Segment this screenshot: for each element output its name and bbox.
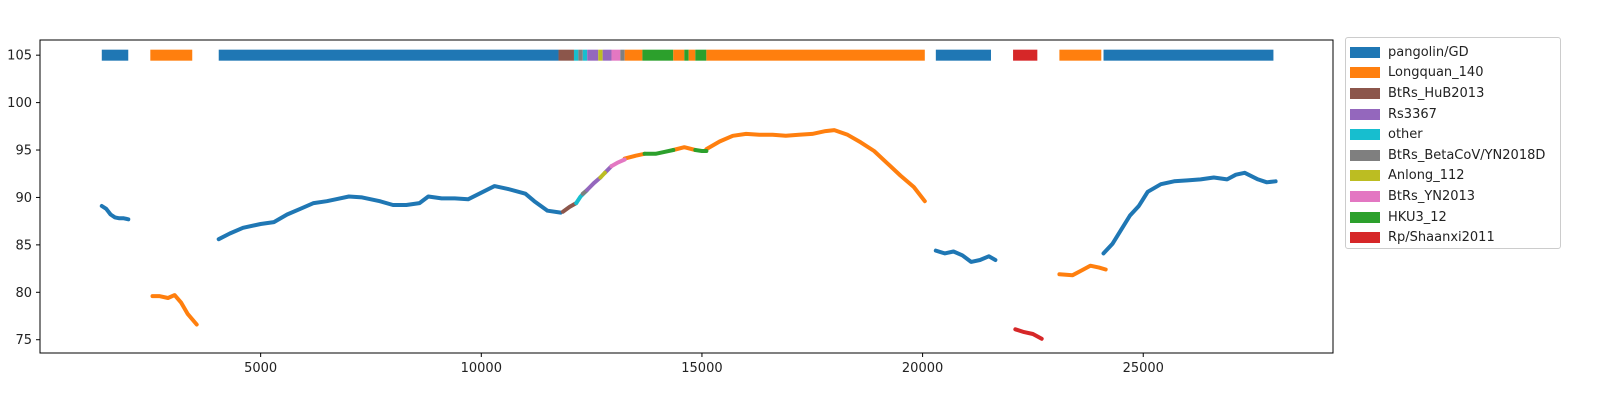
bar-segment <box>573 49 579 61</box>
legend-item: BtRs_HuB2013 <box>1350 83 1560 104</box>
bar-segment <box>150 49 193 61</box>
legend-swatch <box>1350 87 1380 99</box>
bar-segment <box>642 49 674 61</box>
bar-segment <box>684 49 689 61</box>
series-line <box>99 204 131 222</box>
series-line <box>150 293 199 327</box>
series-line <box>598 170 607 180</box>
bar-segment <box>620 49 625 61</box>
legend-swatch <box>1350 170 1380 182</box>
x-tick-label: 20000 <box>902 361 943 376</box>
y-tick-label: 95 <box>15 144 32 159</box>
x-tick-label: 5000 <box>244 361 277 376</box>
legend-swatch <box>1350 232 1380 244</box>
legend-item: Anlong_112 <box>1350 166 1560 187</box>
bar-segment <box>624 49 643 61</box>
legend-item: BtRs_YN2013 <box>1350 186 1560 207</box>
legend-label: BtRs_YN2013 <box>1388 188 1476 204</box>
bar-segment <box>695 49 707 61</box>
series-line <box>585 175 603 192</box>
series-line <box>693 148 709 153</box>
bar-segment <box>1013 49 1038 61</box>
y-tick-label: 105 <box>7 49 32 64</box>
legend-swatch <box>1350 129 1380 141</box>
legend-item: BtRs_BetaCoV/YN2018D <box>1350 145 1560 166</box>
series-line <box>622 151 647 161</box>
y-tick-label: 75 <box>15 333 32 348</box>
bar-segment <box>582 49 588 61</box>
legend-swatch <box>1350 190 1380 202</box>
legend-label: Anlong_112 <box>1388 168 1465 184</box>
bar-segment <box>611 49 621 61</box>
series-line <box>216 184 563 242</box>
legend-label: pangolin/GD <box>1388 44 1469 60</box>
bar-segment <box>688 49 696 61</box>
y-tick-label: 90 <box>15 191 32 206</box>
bar-segment <box>101 49 129 61</box>
legend-item: HKU3_12 <box>1350 207 1560 228</box>
legend-swatch <box>1350 211 1380 223</box>
plot-frame <box>39 39 1334 354</box>
bar-segment <box>1059 49 1102 61</box>
bar-segment <box>602 49 612 61</box>
legend-swatch <box>1350 67 1380 79</box>
series-line <box>1057 263 1108 278</box>
legend-swatch <box>1350 46 1380 58</box>
y-tick-label: 80 <box>15 286 32 301</box>
legend-item: Longquan_140 <box>1350 63 1560 84</box>
legend: pangolin/GD Longquan_140 BtRs_HuB2013 Rs336… <box>1345 37 1561 249</box>
y-tick-label: 100 <box>7 96 32 111</box>
series-line <box>704 128 927 204</box>
bar-segment <box>578 49 583 61</box>
bar-segment <box>673 49 685 61</box>
bar-segment <box>587 49 599 61</box>
x-tick-label: 25000 <box>1123 361 1164 376</box>
bar-segment <box>558 49 574 61</box>
legend-label: BtRs_BetaCoV/YN2018D <box>1388 147 1546 163</box>
series-line <box>1101 170 1278 256</box>
legend-label: Rp/Shaanxi2011 <box>1388 230 1495 246</box>
x-tick-label: 15000 <box>681 361 722 376</box>
series-line <box>609 157 627 169</box>
y-tick-label: 85 <box>15 238 32 253</box>
bar-segment <box>706 49 925 61</box>
legend-item: Rs3367 <box>1350 104 1560 125</box>
bar-segment <box>1103 49 1274 61</box>
series-line <box>671 145 698 152</box>
bar-segment <box>935 49 991 61</box>
series-line <box>1013 327 1044 341</box>
legend-label: Longquan_140 <box>1388 65 1484 81</box>
legend-label: Rs3367 <box>1388 106 1437 122</box>
bar-segment <box>218 49 559 61</box>
series-line <box>933 248 998 264</box>
bar-segment <box>598 49 603 61</box>
x-tick-label: 10000 <box>461 361 502 376</box>
legend-item: other <box>1350 124 1560 145</box>
series-line <box>580 188 589 196</box>
legend-label: BtRs_HuB2013 <box>1388 85 1485 101</box>
legend-item: Rp/Shaanxi2011 <box>1350 227 1560 248</box>
series-line <box>642 148 676 156</box>
legend-label: HKU3_12 <box>1388 209 1447 225</box>
legend-item: pangolin/GD <box>1350 42 1560 63</box>
legend-swatch <box>1350 108 1380 120</box>
legend-swatch <box>1350 149 1380 161</box>
legend-label: other <box>1388 127 1423 143</box>
series-line <box>560 201 579 214</box>
